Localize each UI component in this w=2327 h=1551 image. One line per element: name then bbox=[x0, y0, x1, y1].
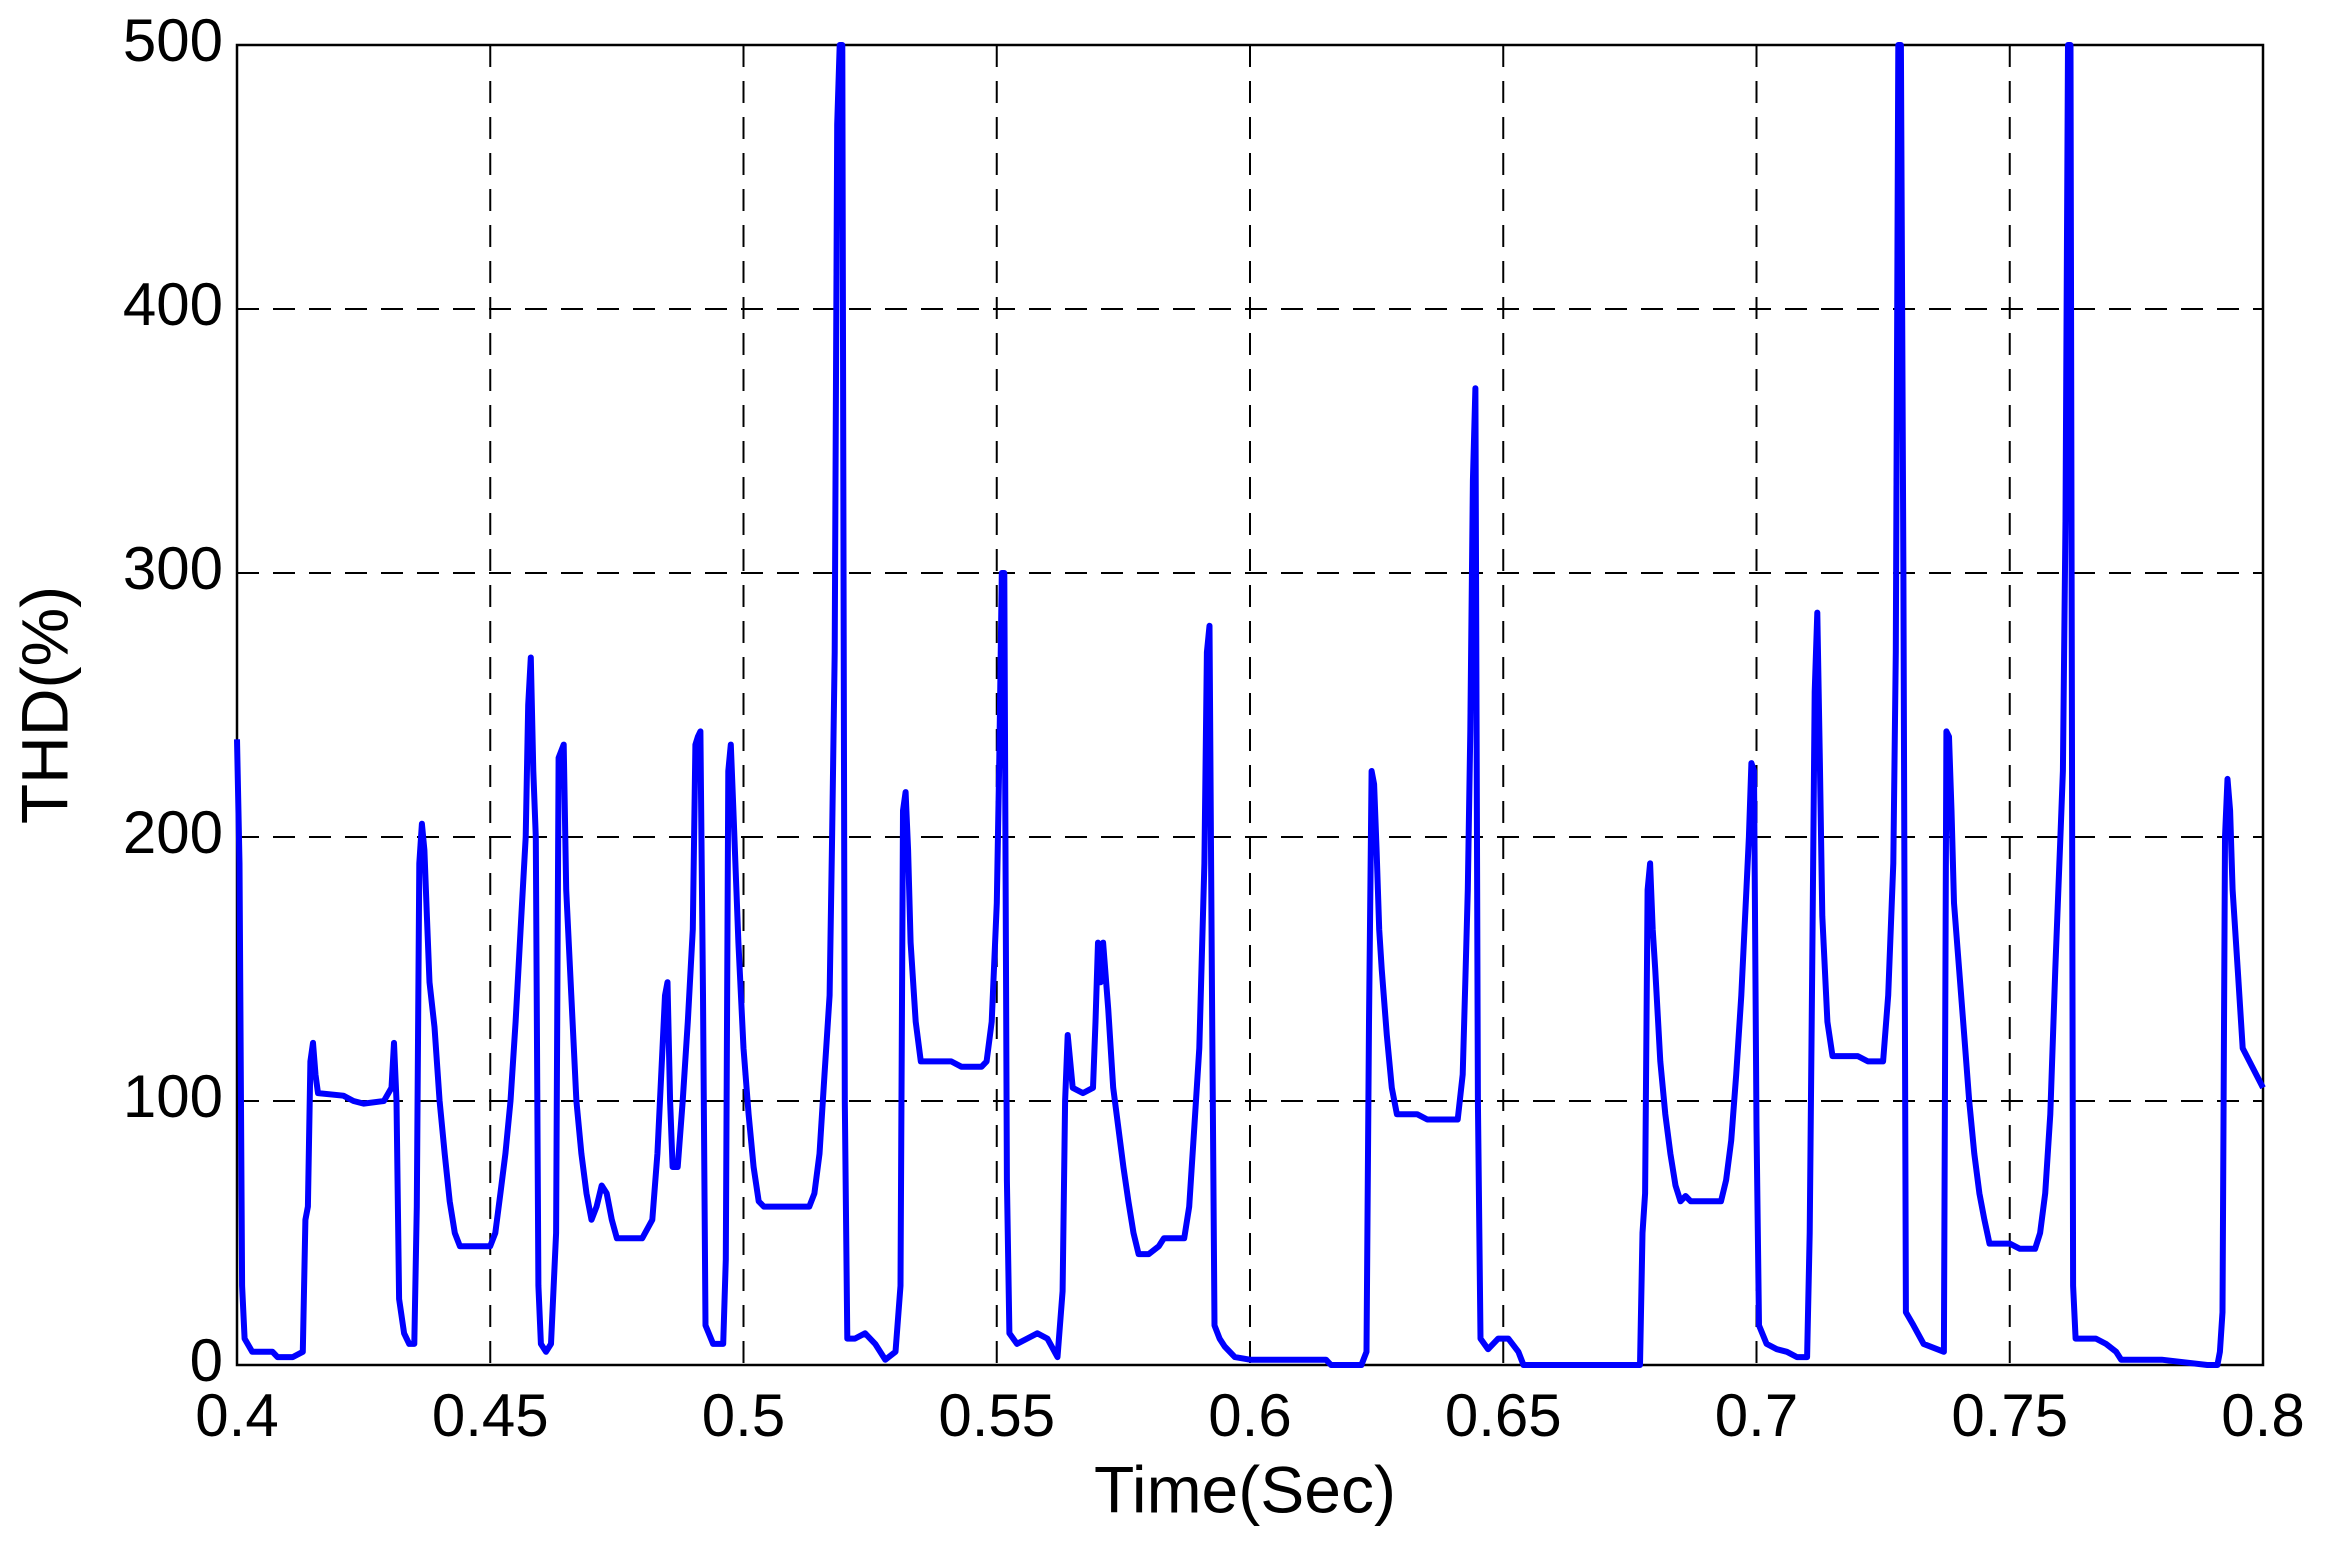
x-tick-label: 0.65 bbox=[1445, 1382, 1562, 1449]
y-tick-label: 500 bbox=[123, 7, 223, 74]
x-tick-label: 0.4 bbox=[195, 1382, 278, 1449]
y-tick-label: 400 bbox=[123, 271, 223, 338]
x-tick-label: 0.6 bbox=[1208, 1382, 1291, 1449]
y-axis-label: THD(%) bbox=[7, 586, 81, 824]
x-tick-label: 0.45 bbox=[432, 1382, 549, 1449]
x-axis-label: Time(Sec) bbox=[1094, 1452, 1396, 1526]
y-tick-label: 300 bbox=[123, 535, 223, 602]
x-tick-label: 0.55 bbox=[938, 1382, 1055, 1449]
x-tick-label: 0.7 bbox=[1715, 1382, 1798, 1449]
y-tick-label: 100 bbox=[123, 1063, 223, 1130]
x-tick-label: 0.5 bbox=[702, 1382, 785, 1449]
y-tick-label: 200 bbox=[123, 799, 223, 866]
plot-frame bbox=[235, 43, 2265, 1367]
data-line bbox=[234, 42, 2266, 1368]
x-tick-label: 0.8 bbox=[2221, 1382, 2304, 1449]
y-tick-label: 0 bbox=[190, 1327, 223, 1394]
x-tick-label: 0.75 bbox=[1951, 1382, 2068, 1449]
